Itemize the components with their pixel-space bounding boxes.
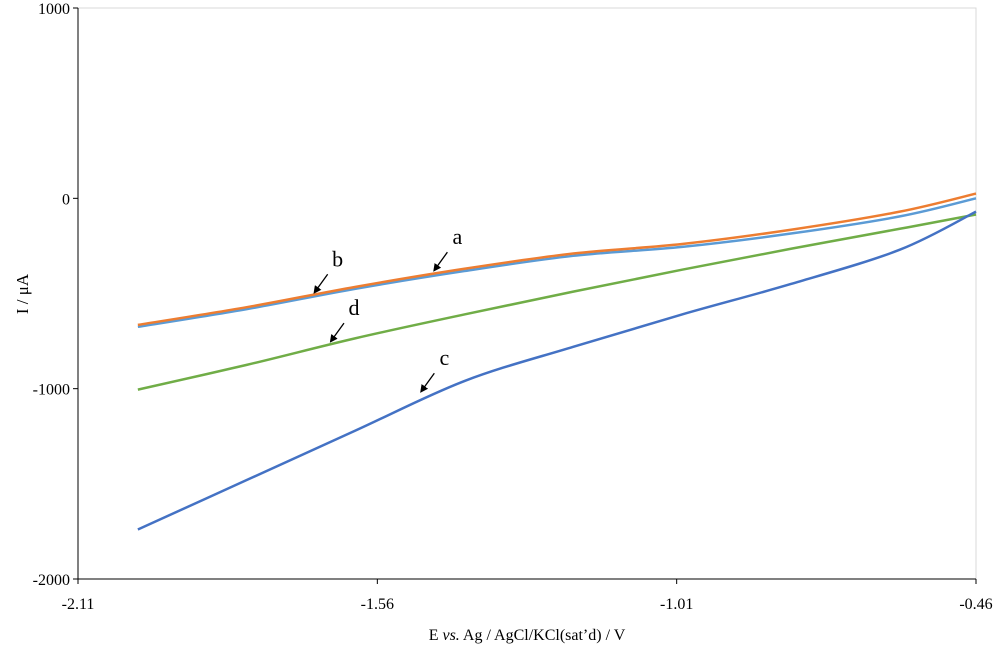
x-tick-label: -1.01 bbox=[660, 596, 693, 613]
x-tick-label: -0.46 bbox=[959, 596, 992, 613]
y-tick-label: -2000 bbox=[33, 572, 70, 589]
plot-area bbox=[77, 7, 977, 580]
annotation-label-b: b bbox=[332, 246, 343, 271]
x-tick-label: -2.11 bbox=[62, 596, 95, 613]
y-tick-label: -1000 bbox=[33, 382, 70, 399]
annotation-label-d: d bbox=[348, 295, 359, 320]
annotation-label-c: c bbox=[439, 345, 449, 370]
series-line-d bbox=[137, 213, 977, 391]
x-axis-label: E vs. Ag / AgCl/KCl(sat’d) / V bbox=[429, 627, 626, 644]
series-line-b bbox=[137, 197, 977, 329]
series-line-c bbox=[137, 210, 977, 531]
annotation-arrow-c bbox=[420, 372, 435, 393]
y-tick-label: 1000 bbox=[38, 1, 70, 18]
y-axis-label: I / μA bbox=[13, 273, 32, 314]
annotation-arrow-a bbox=[433, 251, 448, 272]
series-line-a bbox=[137, 192, 977, 327]
x-tick-label: -1.56 bbox=[361, 596, 394, 613]
y-tick-label: 0 bbox=[62, 191, 70, 208]
annotation-label-a: a bbox=[453, 224, 463, 249]
annotation-arrow-d bbox=[329, 322, 345, 343]
annotation-arrow-b bbox=[313, 273, 329, 294]
